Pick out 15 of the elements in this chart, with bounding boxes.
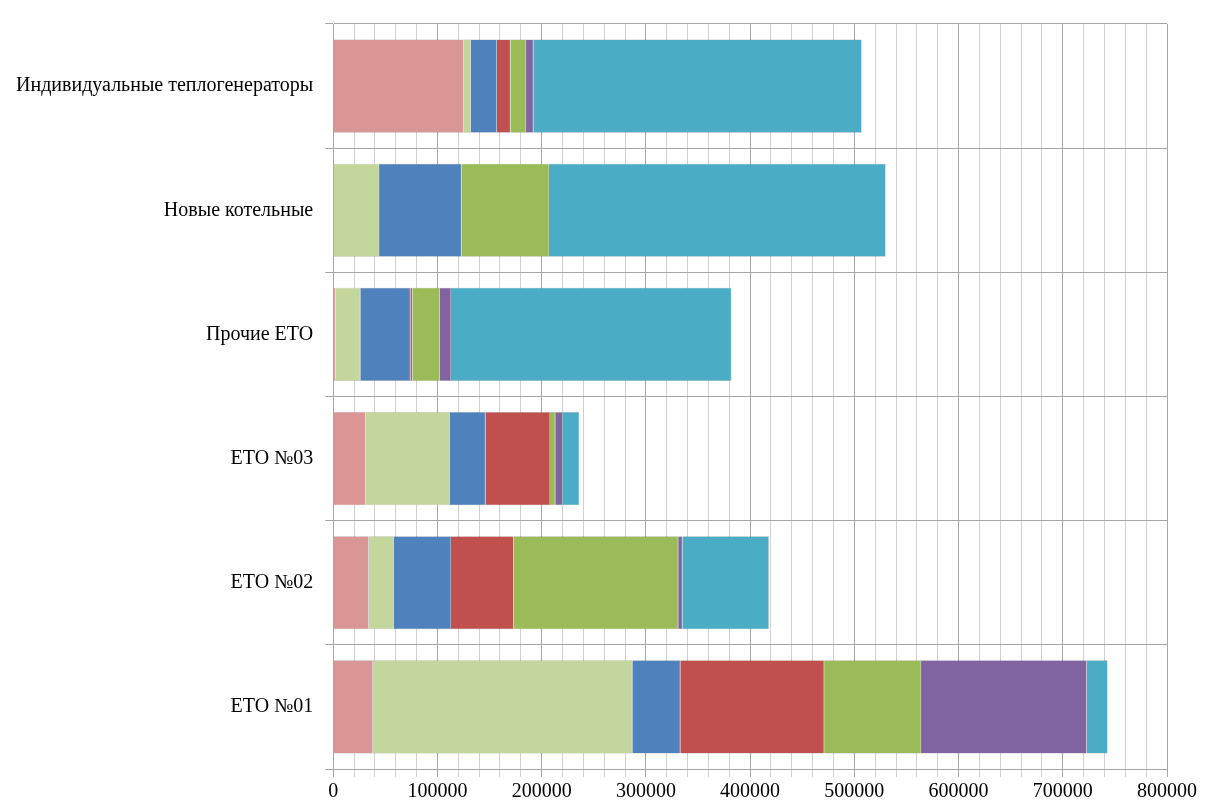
y-tick-label: ЕТО №03 xyxy=(230,445,314,468)
x-tick-label: 700000 xyxy=(1032,779,1093,802)
y-tick-label: Индивидуальные теплогенераторы xyxy=(15,73,314,97)
x-tick-label: 800000 xyxy=(1137,779,1197,802)
x-tick-label: 100000 xyxy=(407,779,468,802)
y-tick-label: ЕТО №02 xyxy=(230,570,314,592)
x-tick-label: 0 xyxy=(328,779,339,802)
y-tick-label: Прочие ЕТО xyxy=(206,321,314,345)
x-tick-label: 500000 xyxy=(824,779,885,802)
y-tick-label: ЕТО №01 xyxy=(230,694,314,717)
x-tick-label: 300000 xyxy=(615,779,676,802)
x-tick-label: 600000 xyxy=(928,779,989,802)
x-tick-label: 200000 xyxy=(511,779,572,802)
y-tick-label: Новые котельные xyxy=(163,197,314,220)
x-tick-label: 400000 xyxy=(720,779,781,802)
